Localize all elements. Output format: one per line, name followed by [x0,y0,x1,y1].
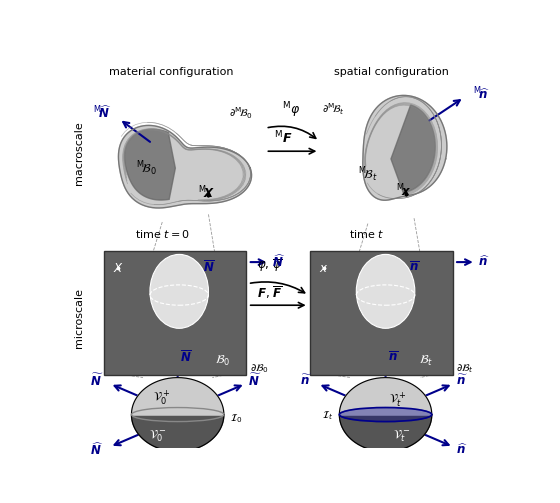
Text: $\widetilde{\boldsymbol{N}}$: $\widetilde{\boldsymbol{N}}$ [90,373,104,389]
Text: $\boldsymbol{F},\,\overline{\boldsymbol{F}}$: $\boldsymbol{F},\,\overline{\boldsymbol{… [257,285,283,301]
Text: $\overline{\boldsymbol{N}}$: $\overline{\boldsymbol{N}}$ [203,260,214,275]
Text: ${}^{\rm M}\varphi$: ${}^{\rm M}\varphi$ [282,101,300,120]
Text: spatial configuration: spatial configuration [334,66,449,76]
Polygon shape [124,129,175,200]
Ellipse shape [339,407,432,422]
Ellipse shape [150,255,208,328]
Text: time $t=0$: time $t=0$ [134,228,189,240]
Text: $\widetilde{\boldsymbol{n}}$: $\widetilde{\boldsymbol{n}}$ [300,374,311,388]
Text: ${}^{\rm M}\!\boldsymbol{X}$: ${}^{\rm M}\!\boldsymbol{X}$ [198,185,214,201]
Text: microscale: microscale [74,288,84,348]
FancyBboxPatch shape [104,252,246,375]
Text: ${}^{\rm M}\!\widehat{\boldsymbol{N}}$: ${}^{\rm M}\!\widehat{\boldsymbol{N}}$ [93,105,111,121]
Text: $\mathcal{I}_t$: $\mathcal{I}_t$ [322,410,333,423]
Text: $\partial^{\rm M}\!\mathcal{B}_0$: $\partial^{\rm M}\!\mathcal{B}_0$ [229,105,253,121]
Text: macroscale: macroscale [74,121,84,185]
Text: $\widetilde{\boldsymbol{n}}$: $\widetilde{\boldsymbol{n}}$ [456,374,468,388]
Polygon shape [132,378,224,414]
Text: $\widehat{\boldsymbol{N}}$: $\widehat{\boldsymbol{N}}$ [272,254,285,270]
Text: $\mathcal{B}_0$: $\mathcal{B}_0$ [214,354,230,368]
Text: $\varphi,\,\overline{\varphi}$: $\varphi,\,\overline{\varphi}$ [258,258,283,275]
Text: $\overline{\boldsymbol{n}}$: $\overline{\boldsymbol{n}}$ [388,351,398,364]
Text: $\overline{\boldsymbol{N}}$: $\overline{\boldsymbol{N}}$ [180,350,192,365]
Text: ${}^{\rm M}\!\mathcal{B}_t$: ${}^{\rm M}\!\mathcal{B}_t$ [358,165,378,184]
Polygon shape [132,414,224,452]
Ellipse shape [356,255,415,328]
Text: $\widetilde{\boldsymbol{N}}$: $\widetilde{\boldsymbol{N}}$ [249,373,262,389]
Text: ${}^{\rm M}\boldsymbol{F}$: ${}^{\rm M}\boldsymbol{F}$ [274,130,292,146]
Text: ${}^{\rm M}\!\widehat{\boldsymbol{n}}$: ${}^{\rm M}\!\widehat{\boldsymbol{n}}$ [473,86,491,103]
Text: $\partial^{\rm M}\!\mathcal{B}_t$: $\partial^{\rm M}\!\mathcal{B}_t$ [321,101,345,117]
FancyBboxPatch shape [310,252,452,375]
Text: $\mathcal{V}_t^+$: $\mathcal{V}_t^+$ [389,390,407,408]
Text: material configuration: material configuration [109,66,234,76]
Text: $\mathcal{I}_0$: $\mathcal{I}_0$ [230,412,242,425]
Text: ${}^{\rm M}\!\boldsymbol{x}$: ${}^{\rm M}\!\boldsymbol{x}$ [396,183,412,200]
Polygon shape [363,96,447,200]
Text: $\mathcal{V}_0^+$: $\mathcal{V}_0^+$ [153,388,170,407]
Text: $\overline{\boldsymbol{n}}$: $\overline{\boldsymbol{n}}$ [409,261,419,274]
Text: time $t$: time $t$ [348,228,384,240]
Polygon shape [391,105,435,193]
Text: $\mathcal{B}_t$: $\mathcal{B}_t$ [419,354,433,368]
Text: $\widehat{\boldsymbol{N}}$: $\widehat{\boldsymbol{N}}$ [90,442,104,458]
Text: $\mathcal{V}_t^-$: $\mathcal{V}_t^-$ [393,429,410,444]
Text: $x$: $x$ [319,262,329,275]
Polygon shape [339,378,432,414]
Text: $\widehat{\boldsymbol{n}}$: $\widehat{\boldsymbol{n}}$ [456,443,468,457]
Polygon shape [119,125,251,208]
Text: $X$: $X$ [113,262,124,275]
Text: $\partial\mathcal{B}_t$: $\partial\mathcal{B}_t$ [456,362,474,375]
Polygon shape [339,414,432,452]
Text: $\mathcal{V}_0^-$: $\mathcal{V}_0^-$ [149,429,166,444]
Text: ${}^{\rm M}\!\mathcal{B}_0$: ${}^{\rm M}\!\mathcal{B}_0$ [137,159,157,178]
Text: $\partial\mathcal{B}_0$: $\partial\mathcal{B}_0$ [250,362,269,375]
Text: $\widehat{\boldsymbol{n}}$: $\widehat{\boldsymbol{n}}$ [478,255,489,269]
